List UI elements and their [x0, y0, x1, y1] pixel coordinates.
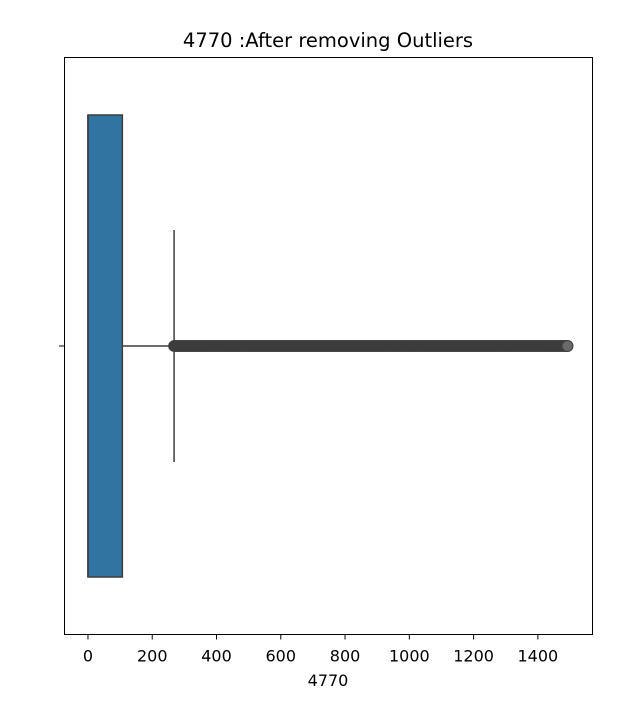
- x-axis-label: 4770: [308, 671, 349, 690]
- x-tick-label: 600: [266, 647, 297, 666]
- x-tick-label: 200: [137, 647, 168, 666]
- box-iqr: [87, 114, 124, 578]
- x-tick-label: 800: [330, 647, 361, 666]
- outlier-point: [561, 340, 574, 352]
- x-axis-ticks: 0 200 400 600 800 1000 1200 1400: [83, 634, 559, 666]
- x-tick-label: 1200: [453, 647, 494, 666]
- x-tick-label: 0: [83, 647, 93, 666]
- x-tick-label: 1400: [518, 647, 559, 666]
- boxplot: [87, 114, 574, 578]
- x-tick-label: 1000: [389, 647, 430, 666]
- x-tick-label: 400: [201, 647, 232, 666]
- chart-title: 4770 :After removing Outliers: [183, 29, 473, 52]
